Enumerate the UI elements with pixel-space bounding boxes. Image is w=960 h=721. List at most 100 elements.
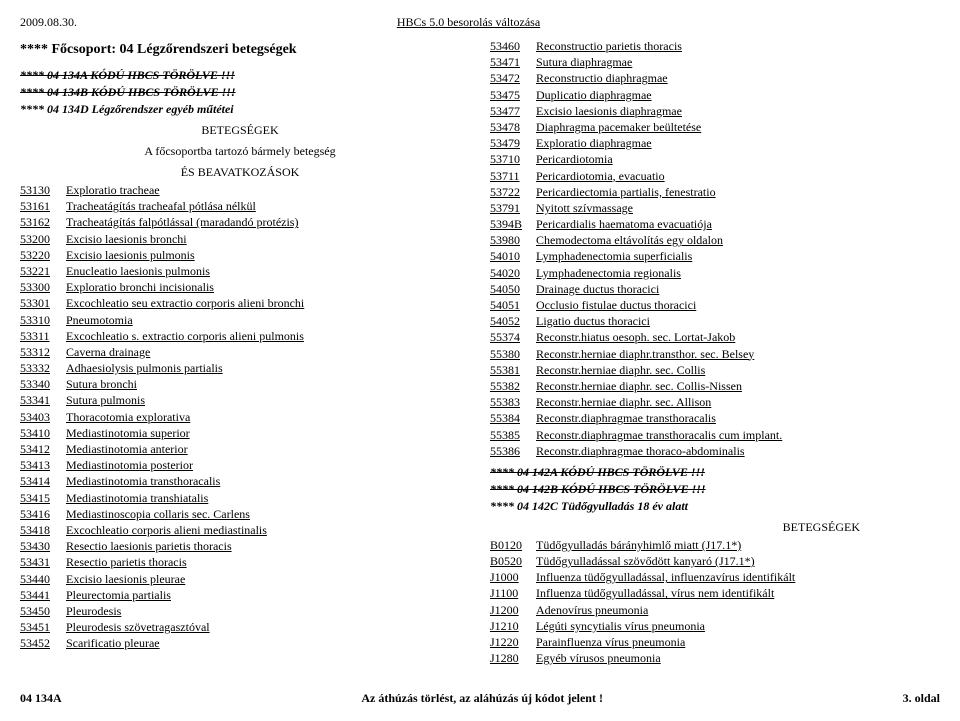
deleted-line: **** 04 142B KÓDÚ HBCS TÖRÖLVE !!! bbox=[490, 482, 940, 497]
code: 53460 bbox=[490, 38, 536, 54]
code: 53340 bbox=[20, 376, 66, 392]
code-text: Excochleatio s. extractio corporis alien… bbox=[66, 329, 304, 343]
code-row: 55386Reconstr.diaphragmae thoraco-abdomi… bbox=[490, 443, 940, 459]
code-text: Reconstr.hiatus oesoph. sec. Lortat-Jako… bbox=[536, 330, 735, 344]
code: J1220 bbox=[490, 634, 536, 650]
code: 53130 bbox=[20, 182, 66, 198]
code-row: 53980Chemodectoma eltávolítás egy oldalo… bbox=[490, 232, 940, 248]
code-text: Tracheatágítás tracheafal pótlása nélkül bbox=[66, 199, 256, 213]
code: J1000 bbox=[490, 569, 536, 585]
code: 53301 bbox=[20, 295, 66, 311]
code-row: 53200Excisio laesionis bronchi bbox=[20, 231, 460, 247]
code-row: J1000Influenza tüdőgyulladással, influen… bbox=[490, 569, 940, 585]
code-row: 54010Lymphadenectomia superficialis bbox=[490, 248, 940, 264]
code-row: 53130Exploratio tracheae bbox=[20, 182, 460, 198]
code-text: Pericardiotomia, evacuatio bbox=[536, 169, 665, 183]
code-text: Mediastinotomia transthoracalis bbox=[66, 474, 220, 488]
code-text: Tüdőgyulladás bárányhimlő miatt (J17.1*) bbox=[536, 538, 741, 552]
code-row: 53341Sutura pulmonis bbox=[20, 392, 460, 408]
code-row: 55381Reconstr.herniae diaphr. sec. Colli… bbox=[490, 362, 940, 378]
code: 53311 bbox=[20, 328, 66, 344]
code: 55381 bbox=[490, 362, 536, 378]
code-row: 53162Tracheatágítás falpótlással (marada… bbox=[20, 214, 460, 230]
code-row: 53300Exploratio bronchi incisionalis bbox=[20, 279, 460, 295]
code-row: 53332Adhaesiolysis pulmonis partialis bbox=[20, 360, 460, 376]
code-row: 53450Pleurodesis bbox=[20, 603, 460, 619]
code: 53162 bbox=[20, 214, 66, 230]
code-text: Drainage ductus thoracici bbox=[536, 282, 659, 296]
footer-mid: Az áthúzás törlést, az aláhúzás új kódot… bbox=[361, 691, 603, 706]
code: 53711 bbox=[490, 168, 536, 184]
code: 54020 bbox=[490, 265, 536, 281]
code-row: 55374Reconstr.hiatus oesoph. sec. Lortat… bbox=[490, 329, 940, 345]
code-text: Reconstr.diaphragmae thoraco-abdominalis bbox=[536, 444, 745, 458]
code: 53440 bbox=[20, 571, 66, 587]
code-text: Excisio laesionis bronchi bbox=[66, 232, 187, 246]
code-row: 53472Reconstructio diaphragmae bbox=[490, 70, 940, 86]
code-text: Tracheatágítás falpótlással (maradandó p… bbox=[66, 215, 298, 229]
code-text: Reconstr.herniae diaphr. sec. Allison bbox=[536, 395, 711, 409]
deleted-line: **** 04 134A KÓDÚ HBCS TÖRÖLVE !!! bbox=[20, 68, 460, 83]
code-row: 53410Mediastinotomia superior bbox=[20, 425, 460, 441]
code-row: J1220Parainfluenza vírus pneumonia bbox=[490, 634, 940, 650]
code-text: Mediastinotomia superior bbox=[66, 426, 190, 440]
code-text: Influenza tüdőgyulladással, vírus nem id… bbox=[536, 586, 774, 600]
footer-left: 04 134A bbox=[20, 691, 62, 706]
code: 53472 bbox=[490, 70, 536, 86]
code: 54052 bbox=[490, 313, 536, 329]
code-row: 55380Reconstr.herniae diaphr.transthor. … bbox=[490, 346, 940, 362]
code-row: 53478Diaphragma pacemaker beültetése bbox=[490, 119, 940, 135]
code: 53221 bbox=[20, 263, 66, 279]
code-row: 53412Mediastinotomia anterior bbox=[20, 441, 460, 457]
code: J1210 bbox=[490, 618, 536, 634]
code: 53220 bbox=[20, 247, 66, 263]
code-text: Excisio laesionis pleurae bbox=[66, 572, 185, 586]
code-text: Duplicatio diaphragmae bbox=[536, 88, 652, 102]
code-row: 54052Ligatio ductus thoracici bbox=[490, 313, 940, 329]
code: B0120 bbox=[490, 537, 536, 553]
code: 55384 bbox=[490, 410, 536, 426]
code-text: Resectio laesionis parietis thoracis bbox=[66, 539, 232, 553]
code: 55374 bbox=[490, 329, 536, 345]
code-text: Excochleatio seu extractio corporis alie… bbox=[66, 296, 304, 310]
code: 53431 bbox=[20, 554, 66, 570]
code-row: 53431Resectio parietis thoracis bbox=[20, 554, 460, 570]
code: 53310 bbox=[20, 312, 66, 328]
code: 54050 bbox=[490, 281, 536, 297]
code-row: 53440Excisio laesionis pleurae bbox=[20, 571, 460, 587]
deleted-line: **** 04 134B KÓDÚ HBCS TÖRÖLVE !!! bbox=[20, 85, 460, 100]
page-title: HBCs 5.0 besorolás változása bbox=[397, 15, 540, 30]
code-row: 54051Occlusio fistulae ductus thoracici bbox=[490, 297, 940, 313]
code: 53450 bbox=[20, 603, 66, 619]
code-text: Influenza tüdőgyulladással, influenzavír… bbox=[536, 570, 795, 584]
code-text: Mediastinotomia posterior bbox=[66, 458, 193, 472]
code-row: 53452Scarificatio pleurae bbox=[20, 635, 460, 651]
code-text: Caverna drainage bbox=[66, 345, 150, 359]
code-row: 53221Enucleatio laesionis pulmonis bbox=[20, 263, 460, 279]
code-text: Pleurodesis szövetragasztóval bbox=[66, 620, 210, 634]
code: 53441 bbox=[20, 587, 66, 603]
kept-line: **** 04 134D Légzőrendszer egyéb műtétei bbox=[20, 102, 460, 117]
code-text: Exploratio bronchi incisionalis bbox=[66, 280, 214, 294]
code-row: 53416Mediastinoscopia collaris sec. Carl… bbox=[20, 506, 460, 522]
code: J1200 bbox=[490, 602, 536, 618]
code-row: 54020Lymphadenectomia regionalis bbox=[490, 265, 940, 281]
code-text: Pneumotomia bbox=[66, 313, 133, 327]
code-text: Mediastinotomia transhiatalis bbox=[66, 491, 208, 505]
code: 53475 bbox=[490, 87, 536, 103]
code-text: Occlusio fistulae ductus thoracici bbox=[536, 298, 696, 312]
code-text: Excochleatio corporis alieni mediastinal… bbox=[66, 523, 267, 537]
code-row: 53220Excisio laesionis pulmonis bbox=[20, 247, 460, 263]
code-row: 53441Pleurectomia partialis bbox=[20, 587, 460, 603]
code-row: B0120Tüdőgyulladás bárányhimlő miatt (J1… bbox=[490, 537, 940, 553]
code-row: 55384Reconstr.diaphragmae transthoracali… bbox=[490, 410, 940, 426]
code: 53414 bbox=[20, 473, 66, 489]
code-row: 53710Pericardiotomia bbox=[490, 151, 940, 167]
code: 53200 bbox=[20, 231, 66, 247]
code-text: Mediastinotomia anterior bbox=[66, 442, 188, 456]
code-text: Lymphadenectomia regionalis bbox=[536, 266, 681, 280]
code-text: Egyéb vírusos pneumonia bbox=[536, 651, 661, 665]
code-text: Scarificatio pleurae bbox=[66, 636, 160, 650]
code: 53478 bbox=[490, 119, 536, 135]
code-row: 55382Reconstr.herniae diaphr. sec. Colli… bbox=[490, 378, 940, 394]
